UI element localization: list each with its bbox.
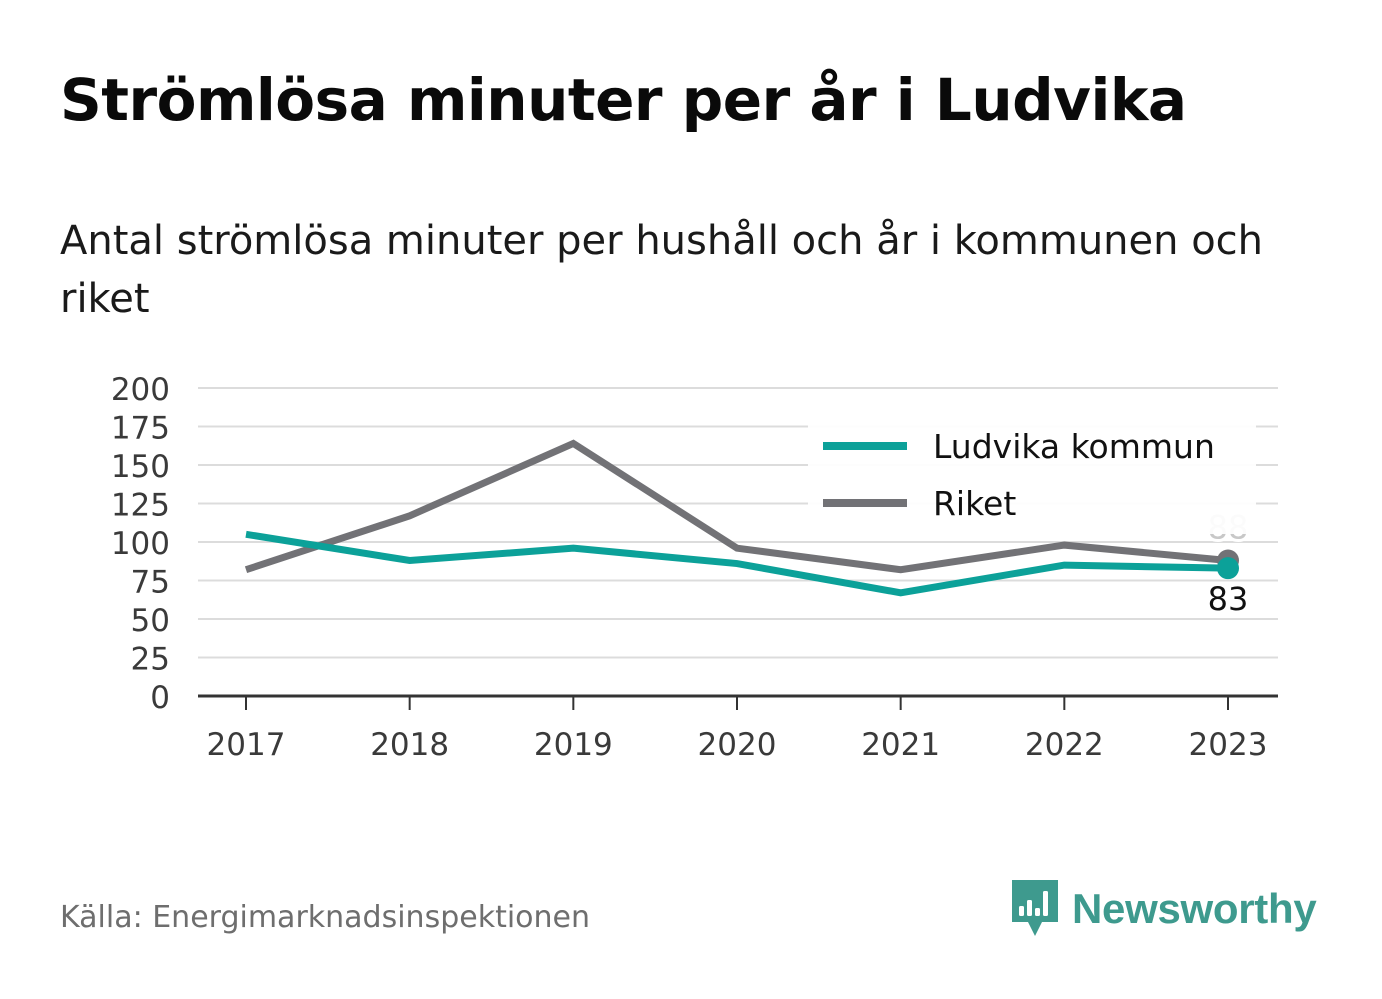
y-tick-label: 100	[111, 526, 170, 562]
y-tick-label: 125	[111, 488, 170, 524]
chart-subtitle: Antal strömlösa minuter per hushåll och …	[60, 218, 1264, 322]
chart-title: Strömlösa minuter per år i Ludvika	[60, 66, 1187, 134]
x-tick-label: 2018	[370, 727, 449, 763]
x-tick-label: 2017	[207, 727, 286, 763]
series-line-ludvika	[245, 530, 1229, 597]
x-tick-label: 2019	[534, 727, 613, 763]
legend-label: Ludvika kommun	[933, 427, 1215, 466]
x-tick-label: 2023	[1189, 727, 1268, 763]
y-tick-label: 75	[131, 565, 170, 601]
series-line-riket	[244, 439, 1229, 574]
y-tick-label: 175	[111, 411, 170, 447]
end-point-ludvika	[1217, 557, 1239, 580]
y-tick-label: 50	[131, 603, 170, 639]
x-axis: 2017 2018 2019 2020 2021 2022 2023	[198, 694, 1278, 763]
legend: Ludvika kommun Riket	[808, 418, 1256, 534]
brand-name: Newsworthy	[1072, 885, 1317, 932]
source-note: Källa: Energimarknadsinspektionen	[60, 900, 591, 935]
x-tick-label: 2020	[698, 727, 777, 763]
y-tick-label: 150	[111, 449, 170, 485]
x-tick-label: 2021	[861, 727, 940, 763]
y-tick-label: 0	[150, 680, 170, 716]
x-tick-label: 2022	[1025, 727, 1104, 763]
brand-logo: Newsworthy	[1010, 878, 1317, 940]
legend-background	[808, 418, 1256, 534]
legend-label: Riket	[933, 484, 1016, 523]
y-tick-label: 25	[131, 642, 170, 678]
end-label-ludvika: 83	[1208, 580, 1249, 618]
bar-chart-icon	[1012, 880, 1058, 936]
y-tick-label: 200	[111, 372, 170, 408]
